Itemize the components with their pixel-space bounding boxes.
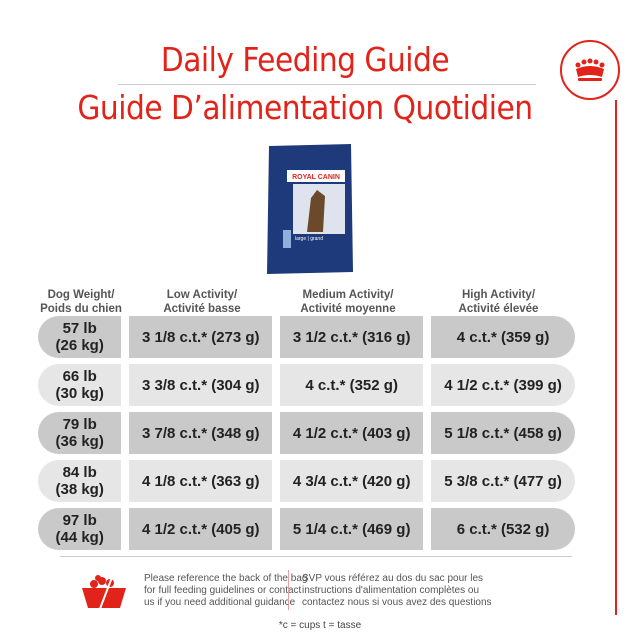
header-high: High Activity/: [461, 289, 536, 301]
weight-kg: (36 kg): [55, 433, 104, 450]
product-bag-image: ROYAL CANIN large | grand: [265, 140, 355, 275]
crown-logo-icon: [560, 40, 620, 100]
header-medium: Medium Activity/: [302, 289, 394, 301]
medium-activity-cell: 4 3/4 c.t.* (420 g): [280, 460, 424, 502]
high-activity-cell: 4 1/2 c.t.* (399 g): [431, 364, 575, 406]
weight-kg: (44 kg): [55, 529, 104, 546]
weight-cell: 57 lb (26 kg): [38, 316, 122, 358]
medium-activity-cell: 5 1/4 c.t.* (469 g): [280, 508, 424, 550]
table-row: 84 lb (38 kg) 4 1/8 c.t.* (363 g) 4 3/4 c…: [38, 460, 575, 502]
footer-divider: [60, 556, 572, 557]
medium-activity-cell: 4 1/2 c.t.* (403 g): [280, 412, 424, 454]
low-activity-cell: 3 7/8 c.t.* (348 g): [129, 412, 273, 454]
weight-kg: (38 kg): [55, 481, 104, 498]
footer-en: Please reference the back of the bag for …: [144, 573, 307, 609]
red-divider: [615, 100, 617, 615]
title-fr: Guide D’alimentation Quotidien: [77, 88, 533, 127]
low-activity-cell: 3 3/8 c.t.* (304 g): [129, 364, 273, 406]
header-weight-fr: Poids du chien: [40, 303, 122, 315]
footer-fr-line: SVP vous référez au dos du sac pour les: [302, 573, 484, 584]
divider: [118, 84, 536, 85]
svg-text:large | grand: large | grand: [295, 236, 323, 242]
header-low: Low Activity/: [166, 289, 238, 301]
weight-cell: 84 lb (38 kg): [38, 460, 122, 502]
weight-lb: 57 lb: [62, 320, 97, 337]
high-activity-cell: 6 c.t.* (532 g): [431, 508, 575, 550]
weight-cell: 97 lb (44 kg): [38, 508, 122, 550]
weight-lb: 79 lb: [62, 416, 97, 433]
footer-separator: [288, 570, 289, 610]
weight-cell: 79 lb (36 kg): [38, 412, 122, 454]
header-weight: Dog Weight/: [47, 289, 115, 301]
weight-lb: 66 lb: [62, 368, 97, 385]
footer-en-line: Please reference the back of the bag: [144, 573, 308, 584]
table-row: 57 lb (26 kg) 3 1/8 c.t.* (273 g) 3 1/2 c…: [38, 316, 575, 358]
high-activity-cell: 4 c.t.* (359 g): [431, 316, 575, 358]
high-activity-cell: 5 3/8 c.t.* (477 g): [431, 460, 575, 502]
low-activity-cell: 4 1/2 c.t.* (405 g): [129, 508, 273, 550]
weight-kg: (30 kg): [55, 385, 104, 402]
weight-cell: 66 lb (30 kg): [38, 364, 122, 406]
brand-text: ROYAL CANIN: [292, 174, 340, 181]
table-row: 97 lb (44 kg) 4 1/2 c.t.* (405 g) 5 1/4 c…: [38, 508, 575, 550]
footer-fr-line: contactez nous si vous avez des question…: [302, 597, 492, 608]
footer-fr: SVP vous référez au dos du sac pour les i…: [302, 573, 492, 609]
weight-lb: 97 lb: [62, 512, 97, 529]
low-activity-cell: 3 1/8 c.t.* (273 g): [129, 316, 273, 358]
medium-activity-cell: 3 1/2 c.t.* (316 g): [280, 316, 424, 358]
units-note: *c = cups t = tasse: [278, 620, 362, 631]
footer-fr-line: instructions d'alimentation complètes ou: [302, 585, 480, 596]
header-high-fr: Activité élevée: [458, 303, 539, 315]
header-medium-fr: Activité moyenne: [300, 303, 396, 315]
weight-kg: (26 kg): [55, 337, 104, 354]
footer-en-line: for full feeding guidelines or contact: [144, 585, 302, 596]
low-activity-cell: 4 1/8 c.t.* (363 g): [129, 460, 273, 502]
table-row: 66 lb (30 kg) 3 3/8 c.t.* (304 g) 4 c.t.*…: [38, 364, 575, 406]
medium-activity-cell: 4 c.t.* (352 g): [280, 364, 424, 406]
header-low-fr: Activité basse: [163, 303, 241, 315]
footer-en-line: us if you need additional guidance: [144, 597, 296, 608]
title-en: Daily Feeding Guide: [160, 40, 450, 79]
weight-lb: 84 lb: [62, 464, 97, 481]
high-activity-cell: 5 1/8 c.t.* (458 g): [431, 412, 575, 454]
table-row: 79 lb (36 kg) 3 7/8 c.t.* (348 g) 4 1/2 c…: [38, 412, 575, 454]
food-bowl-icon: [78, 571, 130, 619]
